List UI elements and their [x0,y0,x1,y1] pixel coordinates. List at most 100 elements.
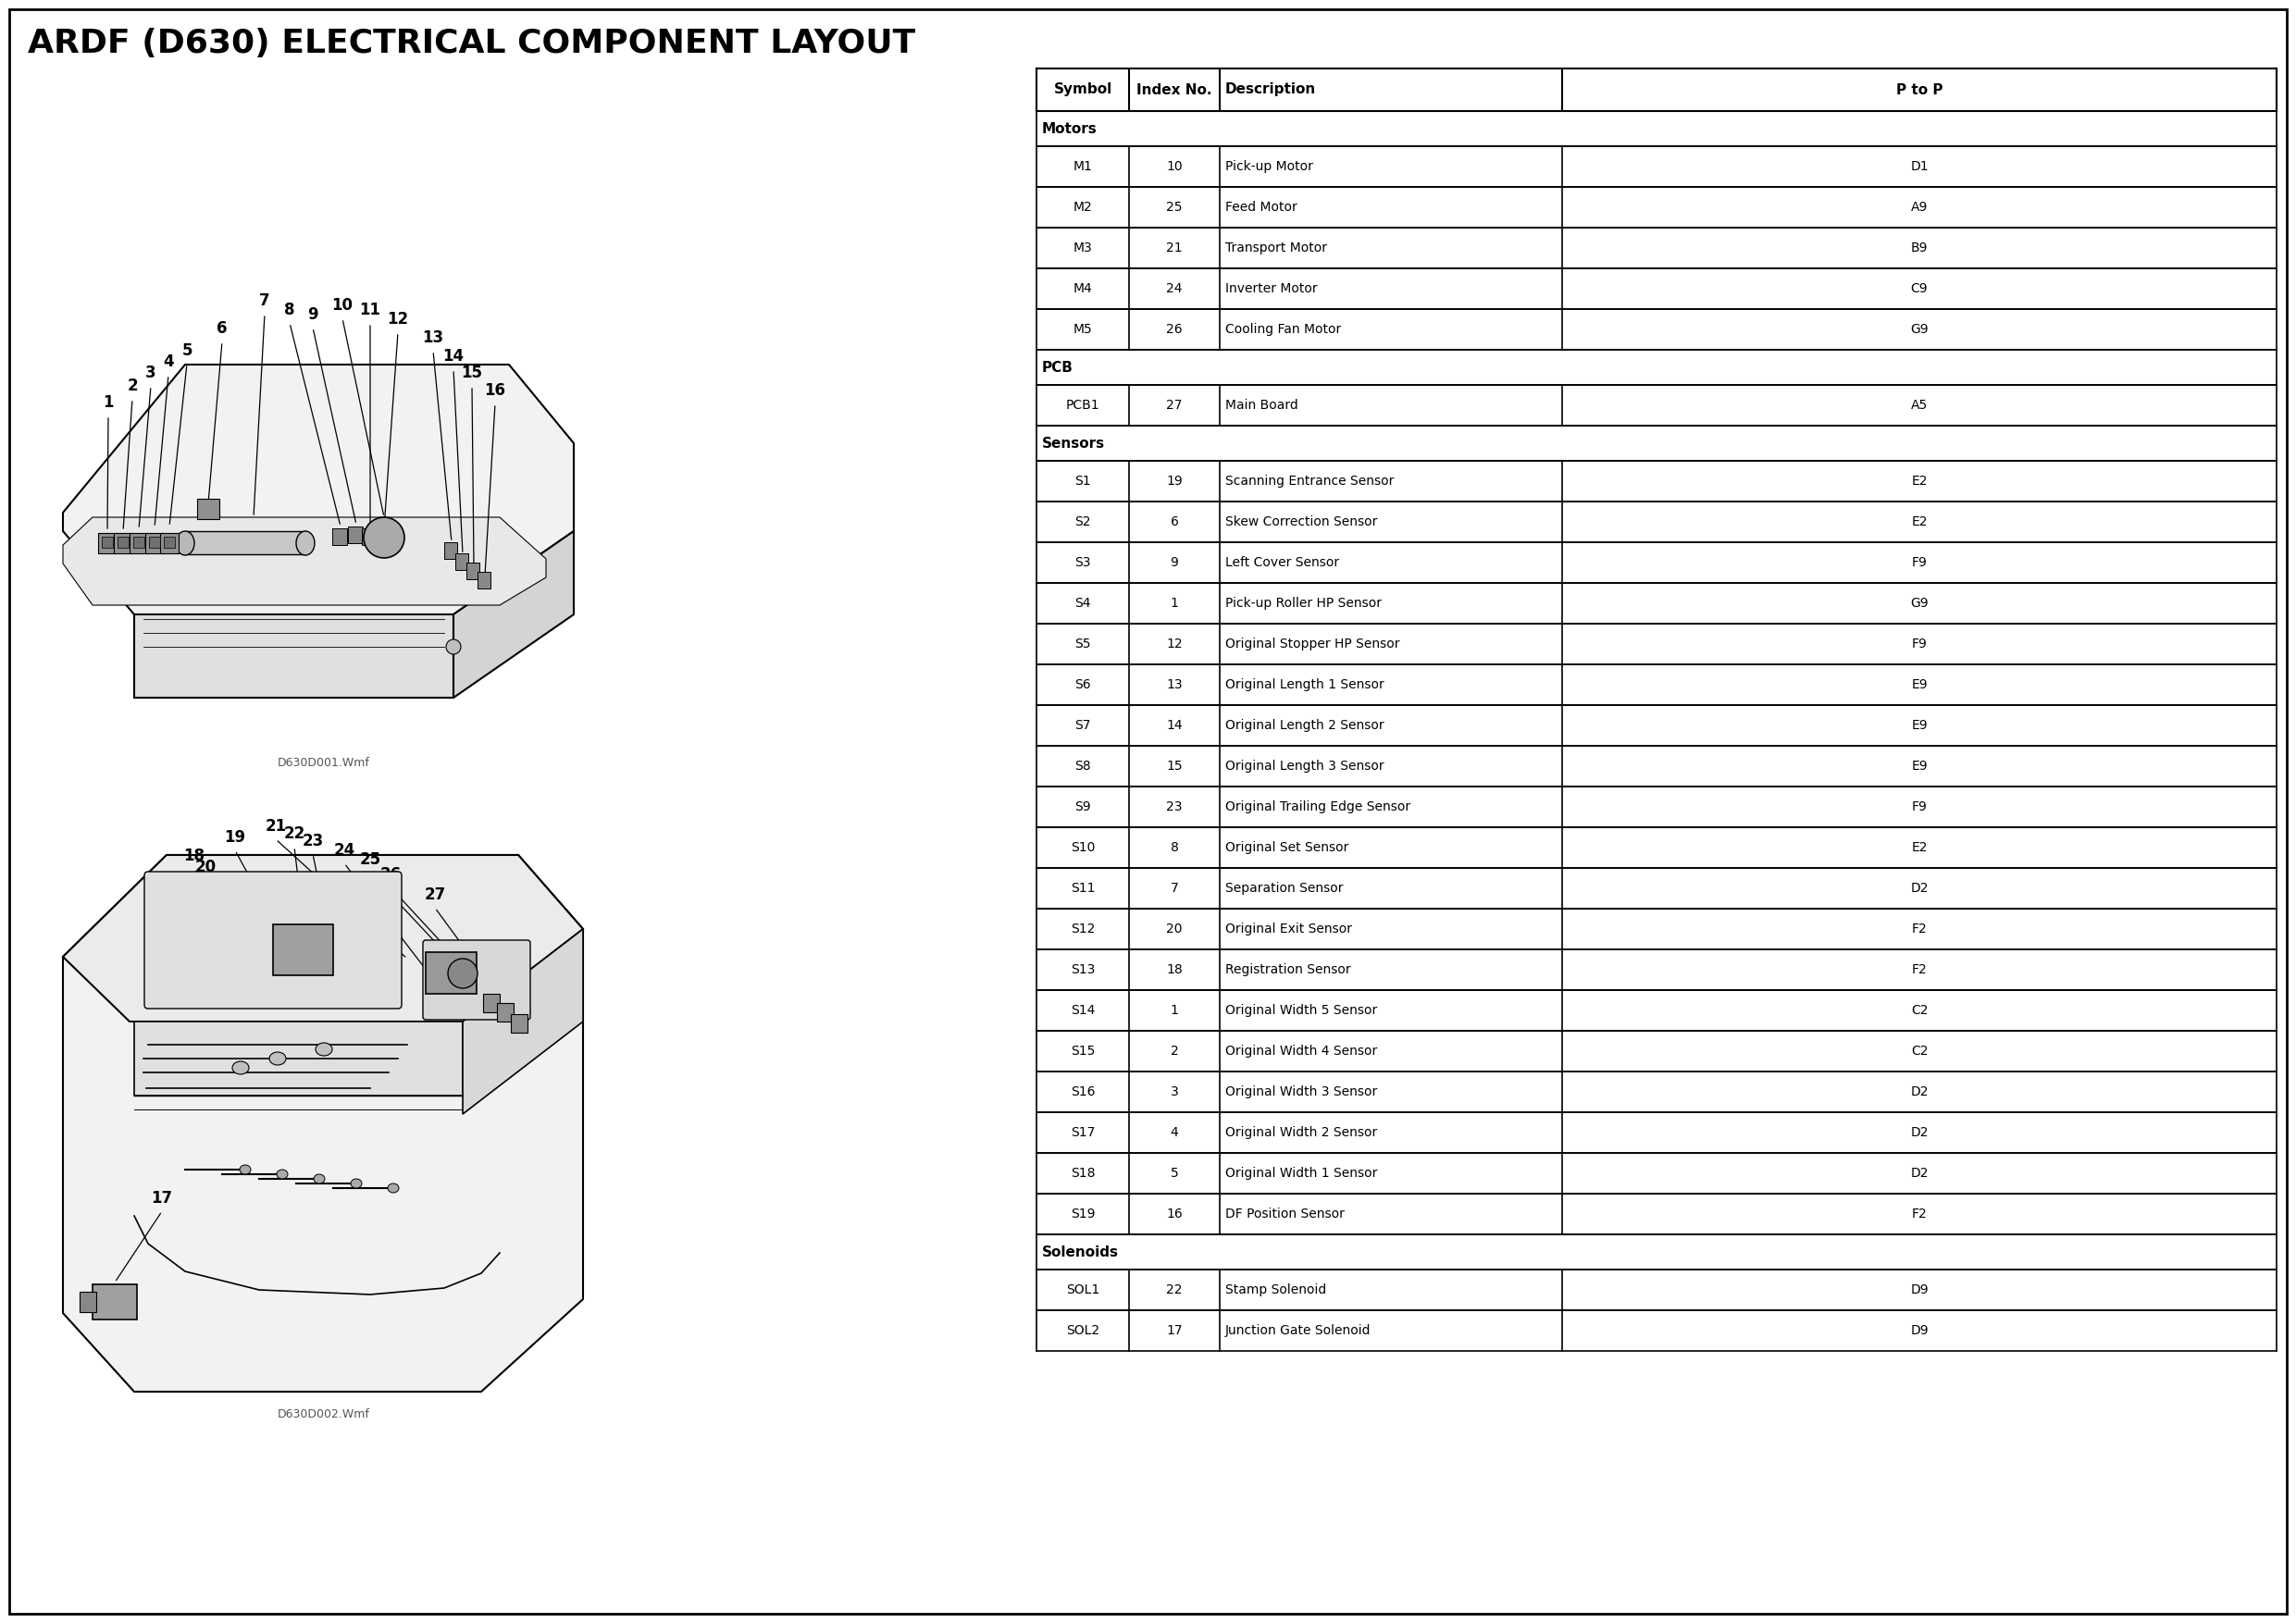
Text: Symbol: Symbol [1054,83,1111,97]
Text: Stamp Solenoid: Stamp Solenoid [1226,1284,1327,1297]
Bar [92,1284,138,1319]
Text: 10: 10 [1166,161,1182,174]
Text: 19: 19 [225,829,246,846]
Text: M2: M2 [1072,201,1093,214]
Text: S19: S19 [1070,1208,1095,1220]
Polygon shape [62,855,583,1021]
Text: Original Stopper HP Sensor: Original Stopper HP Sensor [1226,638,1401,651]
Circle shape [445,639,461,654]
Text: 9: 9 [1171,557,1178,570]
Text: F2: F2 [1913,1208,1926,1220]
Ellipse shape [315,1173,324,1183]
Bar [101,537,113,549]
Text: Junction Gate Solenoid: Junction Gate Solenoid [1226,1324,1371,1337]
Text: 6: 6 [216,320,227,338]
Text: D1: D1 [1910,161,1929,174]
Text: D630D001.Wmf: D630D001.Wmf [278,756,370,768]
Text: A9: A9 [1910,201,1929,214]
Text: 21: 21 [264,818,287,834]
Bar [349,526,363,544]
Text: D2: D2 [1910,1086,1929,1099]
Text: 4: 4 [1171,1126,1178,1139]
Text: Skew Correction Sensor: Skew Correction Sensor [1226,516,1378,529]
Text: Solenoids: Solenoids [1042,1245,1118,1259]
Text: 2: 2 [126,378,138,394]
FancyBboxPatch shape [145,872,402,1008]
Bar [117,537,129,549]
Text: 27: 27 [1166,399,1182,412]
Text: E9: E9 [1910,678,1929,691]
Text: SOL1: SOL1 [1065,1284,1100,1297]
Text: 20: 20 [195,859,216,875]
Text: 18: 18 [184,847,204,863]
Text: 15: 15 [1166,760,1182,773]
Text: F2: F2 [1913,964,1926,975]
Text: P to P: P to P [1896,83,1942,97]
Text: E2: E2 [1910,841,1926,854]
Text: S17: S17 [1070,1126,1095,1139]
Text: Original Width 5 Sensor: Original Width 5 Sensor [1226,1005,1378,1018]
Text: A5: A5 [1910,399,1929,412]
Text: 12: 12 [388,312,409,328]
Text: 14: 14 [1166,719,1182,732]
Text: E9: E9 [1910,760,1929,773]
Text: 6: 6 [1171,516,1178,529]
Ellipse shape [351,1178,363,1188]
Text: 18: 18 [1166,964,1182,975]
Text: ARDF (D630) ELECTRICAL COMPONENT LAYOUT: ARDF (D630) ELECTRICAL COMPONENT LAYOUT [28,28,916,58]
Text: 1: 1 [1171,597,1178,610]
Text: C2: C2 [1910,1005,1929,1018]
Bar [425,953,478,993]
Polygon shape [464,928,583,1113]
Text: Original Width 3 Sensor: Original Width 3 Sensor [1226,1086,1378,1099]
Circle shape [448,959,478,988]
Text: M1: M1 [1072,161,1093,174]
Text: 26: 26 [379,867,402,883]
Text: S13: S13 [1070,964,1095,975]
Text: 22: 22 [282,826,305,842]
Text: 23: 23 [303,833,324,849]
Text: F9: F9 [1913,638,1926,651]
Text: Sensors: Sensors [1042,437,1104,450]
Text: 7: 7 [259,292,271,308]
Bar [149,537,161,549]
Text: D9: D9 [1910,1324,1929,1337]
Text: 21: 21 [1166,242,1182,255]
Polygon shape [62,518,546,605]
Text: 16: 16 [1166,1208,1182,1220]
Text: M4: M4 [1072,282,1093,295]
Ellipse shape [388,1183,400,1193]
Text: S2: S2 [1075,516,1091,529]
Text: Index No.: Index No. [1137,83,1212,97]
Text: S11: S11 [1070,881,1095,894]
Text: Pick-up Roller HP Sensor: Pick-up Roller HP Sensor [1226,597,1382,610]
Text: 5: 5 [1171,1167,1178,1180]
Bar [466,563,480,579]
Text: Original Length 3 Sensor: Original Length 3 Sensor [1226,760,1384,773]
Text: PCB: PCB [1042,360,1075,375]
Text: Main Board: Main Board [1226,399,1297,412]
Text: 11: 11 [360,302,381,318]
Text: 24: 24 [333,842,356,859]
Text: Registration Sensor: Registration Sensor [1226,964,1350,975]
Text: S1: S1 [1075,474,1091,487]
Text: 12: 12 [1166,638,1182,651]
Text: 27: 27 [425,886,445,902]
Text: 7: 7 [1171,881,1178,894]
Polygon shape [62,365,574,615]
Text: 17: 17 [1166,1324,1182,1337]
Text: 10: 10 [331,297,354,313]
Text: Original Length 2 Sensor: Original Length 2 Sensor [1226,719,1384,732]
Bar [145,532,163,553]
Text: SOL2: SOL2 [1065,1324,1100,1337]
Text: PCB1: PCB1 [1065,399,1100,412]
Text: Left Cover Sensor: Left Cover Sensor [1226,557,1339,570]
Polygon shape [186,531,305,555]
Text: M5: M5 [1072,323,1093,336]
Polygon shape [133,1021,464,1096]
Bar [333,529,347,545]
Text: C2: C2 [1910,1045,1929,1058]
Text: S18: S18 [1070,1167,1095,1180]
Ellipse shape [269,1052,287,1065]
Text: 15: 15 [461,365,482,381]
